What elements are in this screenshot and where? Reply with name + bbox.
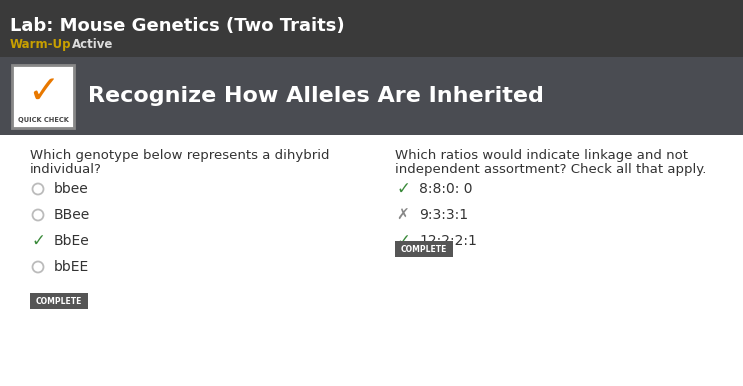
Text: Active: Active [72,38,114,51]
Text: 12:2:2:1: 12:2:2:1 [419,234,477,248]
Text: ✓: ✓ [27,73,59,110]
FancyBboxPatch shape [395,241,453,257]
Text: individual?: individual? [30,163,102,176]
FancyBboxPatch shape [0,0,743,57]
Text: QUICK CHECK: QUICK CHECK [18,117,68,123]
Text: 9:3:3:1: 9:3:3:1 [419,208,468,222]
FancyBboxPatch shape [30,293,88,309]
Text: BbEe: BbEe [54,234,90,248]
Text: ✗: ✗ [397,208,409,222]
Text: bbee: bbee [54,182,88,196]
Text: ✓: ✓ [31,232,45,250]
FancyBboxPatch shape [0,57,743,135]
Text: ✓: ✓ [396,232,410,250]
Text: COMPLETE: COMPLETE [400,244,447,254]
Text: ✓: ✓ [396,180,410,198]
Text: Warm-Up: Warm-Up [10,38,71,51]
Text: Lab: Mouse Genetics (Two Traits): Lab: Mouse Genetics (Two Traits) [10,17,345,35]
Text: independent assortment? Check all that apply.: independent assortment? Check all that a… [395,163,707,176]
Text: COMPLETE: COMPLETE [36,296,82,305]
Text: bbEE: bbEE [54,260,89,274]
Text: Which genotype below represents a dihybrid: Which genotype below represents a dihybr… [30,149,329,162]
Text: 8:8:0: 0: 8:8:0: 0 [419,182,473,196]
Text: Recognize How Alleles Are Inherited: Recognize How Alleles Are Inherited [88,86,544,106]
FancyBboxPatch shape [12,65,74,128]
Text: BBee: BBee [54,208,90,222]
Text: Which ratios would indicate linkage and not: Which ratios would indicate linkage and … [395,149,688,162]
